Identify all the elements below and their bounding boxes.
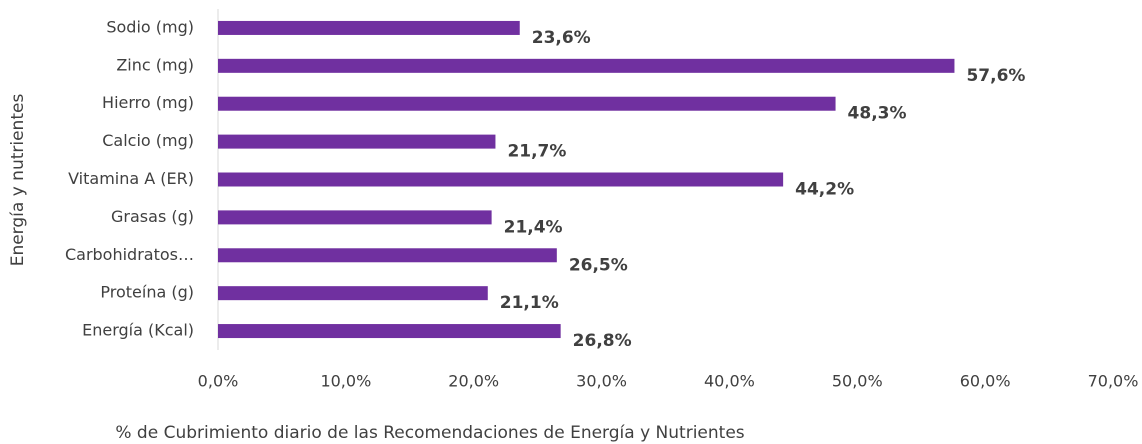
- y-tick-label: Energía (Kcal): [82, 321, 194, 340]
- value-label: 26,5%: [569, 255, 628, 275]
- x-tick-label: 40,0%: [704, 372, 755, 391]
- y-tick-label: Calcio (mg): [102, 131, 194, 150]
- bar: [218, 324, 561, 339]
- bar: [218, 58, 955, 73]
- y-tick-label: Grasas (g): [111, 207, 194, 226]
- x-tick-label: 70,0%: [1088, 372, 1139, 391]
- bar: [218, 96, 836, 111]
- bar: [218, 134, 496, 149]
- x-tick-label: 20,0%: [448, 372, 499, 391]
- y-tick-label: Carbohidratos…: [65, 245, 194, 264]
- value-label: 21,1%: [500, 293, 559, 313]
- value-label: 23,6%: [532, 28, 591, 48]
- x-tick-label: 0,0%: [198, 372, 239, 391]
- value-label: 44,2%: [795, 180, 854, 200]
- y-axis-title: Energía y nutrientes: [8, 94, 28, 267]
- bar: [218, 210, 492, 225]
- value-label: 21,7%: [507, 142, 566, 162]
- x-tick-label: 60,0%: [960, 372, 1011, 391]
- y-tick-label: Vitamina A (ER): [68, 169, 194, 188]
- value-label: 57,6%: [966, 66, 1025, 86]
- y-tick-label: Zinc (mg): [116, 55, 194, 74]
- y-tick-label: Hierro (mg): [102, 93, 194, 112]
- x-axis-title: % de Cubrimiento diario de las Recomenda…: [115, 423, 744, 443]
- value-label: 48,3%: [848, 104, 907, 124]
- x-tick-label: 10,0%: [320, 372, 371, 391]
- x-tick-label: 50,0%: [832, 372, 883, 391]
- bar: [218, 20, 520, 35]
- y-tick-label: Sodio (mg): [106, 17, 194, 36]
- value-label: 26,8%: [573, 331, 632, 351]
- y-tick-label: Proteína (g): [100, 283, 194, 302]
- bar: [218, 172, 784, 187]
- x-tick-label: 30,0%: [576, 372, 627, 391]
- bar: [218, 286, 488, 301]
- value-label: 21,4%: [504, 217, 563, 237]
- bar: [218, 248, 557, 263]
